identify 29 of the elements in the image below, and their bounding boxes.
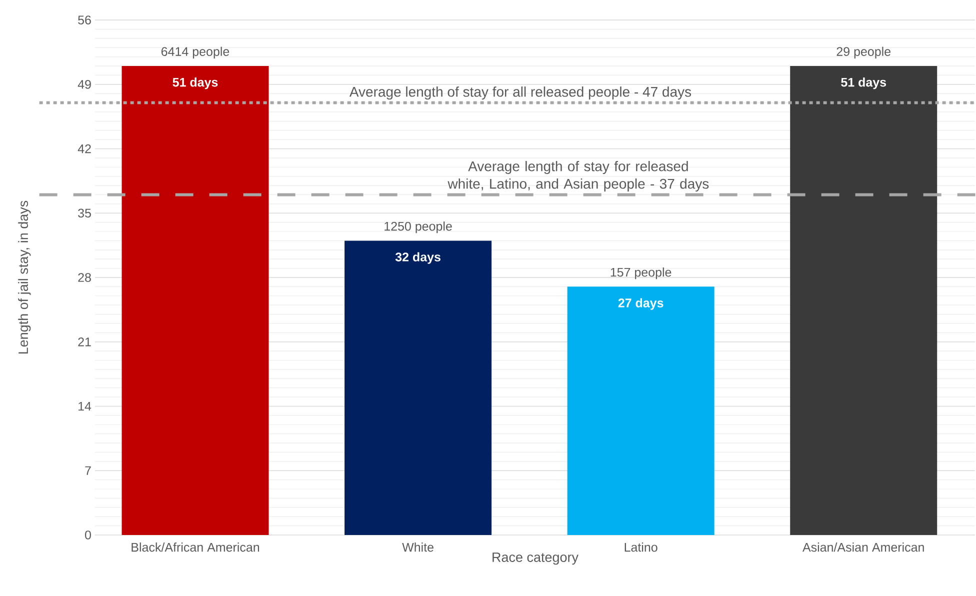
annotation: 157 people — [610, 267, 672, 280]
annotation: 1250 people — [384, 222, 452, 234]
y-tick-label: 14 — [78, 402, 92, 411]
data-label: 27 days — [618, 298, 664, 310]
annotation: 29 people — [836, 46, 890, 58]
data-label: 51 days — [841, 78, 886, 90]
y-axis-title: Length of jail stay, in days — [18, 200, 31, 354]
annotation: 6414 people — [161, 46, 230, 58]
x-tick-label: Latino — [624, 542, 658, 552]
x-axis-title: Race category — [492, 552, 578, 565]
bar — [567, 286, 714, 535]
y-tick-label: 0 — [85, 530, 91, 540]
x-tick-label: Black/African American — [132, 542, 260, 552]
ref-line-label: Average length of stay for released white, Latino, and Asian people - 37 days — [448, 160, 709, 192]
bar — [122, 66, 269, 535]
data-label: 32 days — [395, 252, 440, 264]
x-tick-label: White — [402, 542, 434, 552]
y-tick-label: 21 — [78, 338, 91, 346]
y-tick-label: 35 — [78, 208, 91, 218]
data-label: 51 days — [172, 78, 218, 90]
y-tick-label: 7 — [85, 466, 91, 475]
y-tick-label: 49 — [78, 80, 91, 89]
bar — [790, 66, 938, 535]
y-tick-label: 56 — [78, 16, 91, 24]
x-tick-label: Asian/Asian American — [802, 542, 924, 552]
ref-line-label: Average length of stay for all released people - 47 days — [349, 86, 692, 100]
y-tick-label: 42 — [78, 144, 91, 154]
bar — [344, 240, 492, 535]
y-tick-label: 28 — [78, 273, 91, 282]
